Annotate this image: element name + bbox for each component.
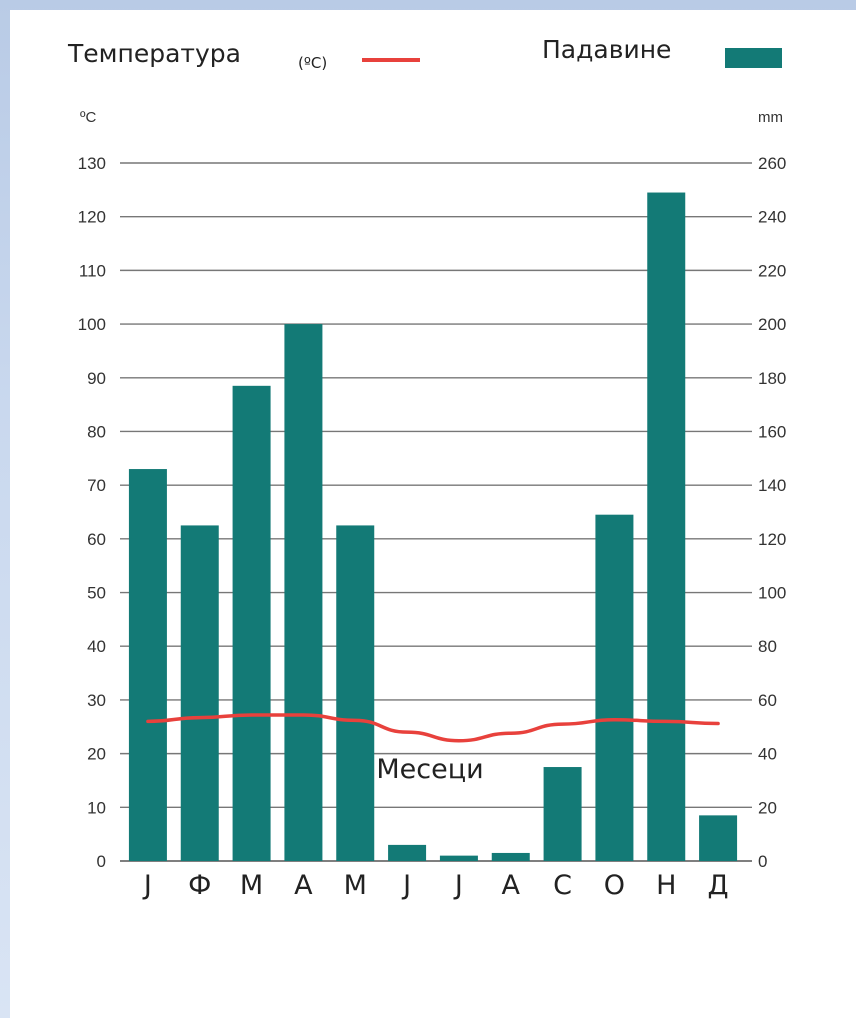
month-label: Ј <box>142 870 152 901</box>
precipitation-bar <box>284 324 323 862</box>
right-tick-label: 160 <box>758 422 786 441</box>
right-tick-label: 260 <box>758 154 786 173</box>
month-label: Н <box>656 870 676 901</box>
left-tick-label: 110 <box>79 261 106 280</box>
right-axis-ticks: 0 20 40 60 80 100 120 140 160 180 200 220 240 260 <box>758 154 786 871</box>
right-tick-label: 40 <box>758 745 777 764</box>
left-tick-label: 30 <box>87 691 106 710</box>
right-tick-label: 0 <box>758 852 767 871</box>
precipitation-bar <box>491 852 530 861</box>
month-label: А <box>294 870 313 901</box>
right-tick-label: 220 <box>758 261 786 280</box>
precipitation-bar <box>543 767 582 861</box>
legend-temperature-label: Температура <box>67 39 241 68</box>
right-tick-label: 200 <box>758 315 786 334</box>
left-tick-label: 20 <box>87 745 106 764</box>
month-label: Ф <box>188 870 211 901</box>
right-tick-label: 120 <box>758 530 786 549</box>
left-tick-label: 90 <box>87 369 106 388</box>
temperature-series-line <box>146 713 720 743</box>
right-tick-label: 140 <box>758 476 786 495</box>
left-tick-label: 60 <box>87 530 106 549</box>
precipitation-bar <box>595 514 634 861</box>
left-tick-label: 40 <box>87 637 106 656</box>
left-tick-label: 0 <box>97 852 106 871</box>
month-label: М <box>344 870 367 901</box>
precipitation-bar <box>388 844 427 861</box>
left-tick-label: 80 <box>87 422 106 441</box>
month-label: О <box>604 870 625 901</box>
legend-precipitation-swatch <box>725 48 782 68</box>
right-tick-label: 180 <box>758 369 786 388</box>
x-axis-label: Месеци <box>376 754 483 785</box>
precipitation-bar <box>232 385 271 861</box>
month-label: М <box>240 870 263 901</box>
precipitation-bar <box>647 192 686 861</box>
precipitation-bar <box>180 525 219 861</box>
gridlines <box>120 162 752 862</box>
precipitation-bars <box>128 192 738 862</box>
right-tick-label: 20 <box>758 798 777 817</box>
temperature-line <box>146 713 720 743</box>
precipitation-bar <box>336 525 375 861</box>
left-axis-ticks: 0 10 20 30 40 50 60 70 80 90 100 110 120 130 <box>78 154 106 871</box>
month-label: Ј <box>453 870 463 901</box>
legend-temperature-unit: (ºC) <box>298 54 327 72</box>
left-axis-unit: ºC <box>80 109 96 126</box>
month-label: Д <box>708 870 729 901</box>
month-label: Ј <box>401 870 411 901</box>
left-tick-label: 130 <box>78 154 106 173</box>
right-tick-label: 60 <box>758 691 777 710</box>
right-tick-label: 100 <box>758 584 786 603</box>
left-tick-label: 100 <box>78 315 106 334</box>
month-label: А <box>502 870 521 901</box>
chart-panel: Температура (ºC) Падавине ºC mm 0 10 20 30 4… <box>10 10 856 1018</box>
month-label: С <box>553 870 572 901</box>
right-axis-unit: mm <box>758 109 783 126</box>
left-tick-label: 10 <box>87 798 106 817</box>
right-tick-label: 240 <box>758 208 786 227</box>
precipitation-bar <box>128 469 167 861</box>
climate-chart: Температура (ºC) Падавине ºC mm 0 10 20 30 4… <box>67 35 786 901</box>
precipitation-bar <box>439 855 478 861</box>
left-tick-label: 70 <box>87 476 106 495</box>
right-tick-label: 80 <box>758 637 777 656</box>
precipitation-bar <box>699 815 738 861</box>
legend: Температура (ºC) Падавине <box>67 35 782 72</box>
left-tick-label: 50 <box>87 584 106 603</box>
left-tick-label: 120 <box>78 208 106 227</box>
legend-precipitation-label: Падавине <box>542 35 671 64</box>
